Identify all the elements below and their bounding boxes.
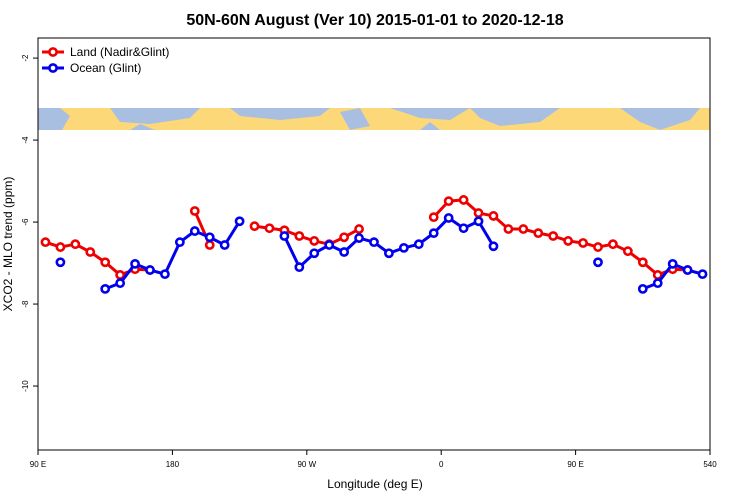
data-point: [309, 236, 320, 246]
data-point: [593, 242, 603, 252]
data-point: [189, 206, 200, 216]
data-point: [354, 224, 364, 234]
series-line: [44, 198, 688, 277]
data-point: [637, 283, 648, 294]
chart-title: 50N-60N August (Ver 10) 2015-01-01 to 20…: [186, 12, 563, 29]
data-point: [354, 233, 364, 243]
x-tick-label: 540: [703, 460, 717, 469]
y-axis-label: XCO2 - MLO trend (ppm): [1, 177, 15, 312]
data-point: [608, 239, 618, 250]
data-point: [339, 232, 350, 243]
data-point: [294, 231, 305, 241]
data-point: [204, 240, 215, 250]
data-point: [473, 216, 484, 227]
data-point: [204, 232, 215, 243]
data-point: [174, 237, 185, 248]
data-point: [85, 247, 96, 257]
data-point: [219, 240, 230, 250]
map-strip: [38, 108, 710, 130]
data-point: [40, 237, 51, 248]
y-tick-label: -6: [21, 218, 30, 226]
data-point: [309, 248, 320, 259]
data-point: [369, 237, 379, 248]
data-point: [443, 196, 454, 207]
data-point: [428, 228, 439, 239]
data-point: [518, 224, 529, 234]
data-point: [145, 265, 155, 275]
data-point: [697, 269, 708, 280]
y-tick-label: -10: [21, 380, 30, 392]
data-point: [443, 213, 454, 223]
x-tick-label: 180: [166, 460, 180, 469]
data-point: [458, 223, 469, 234]
data-point: [339, 247, 350, 257]
data-point: [384, 248, 394, 259]
data-point: [294, 262, 305, 273]
data-point: [637, 257, 648, 268]
data-point: [428, 212, 439, 223]
data-point: [234, 216, 245, 227]
legend-marker: [48, 63, 58, 73]
data-point: [413, 239, 424, 250]
data-point: [652, 278, 663, 289]
data-point: [488, 241, 499, 252]
x-axis-label: Longitude (deg E): [327, 477, 422, 491]
legend-label: Land (Nadir&Glint): [70, 45, 169, 59]
data-point: [503, 224, 514, 234]
plot-frame: [37, 37, 711, 451]
legend-label: Ocean (Glint): [70, 61, 141, 75]
data-point: [682, 265, 693, 275]
data-point: [593, 257, 603, 268]
data-point: [548, 231, 559, 241]
data-point: [563, 236, 574, 246]
y-tick-label: -8: [21, 300, 30, 308]
data-point: [70, 239, 81, 250]
data-point: [622, 246, 633, 257]
data-point: [189, 226, 200, 236]
data-point: [398, 242, 409, 253]
x-tick-label: 90 E: [30, 460, 46, 469]
data-point: [249, 221, 260, 232]
data-point: [324, 240, 335, 250]
data-point: [100, 257, 111, 268]
data-point: [160, 269, 170, 280]
data-point: [100, 283, 111, 294]
data-point: [130, 258, 140, 269]
data-point: [55, 257, 66, 268]
data-point: [578, 238, 588, 248]
y-tick-label: -4: [21, 136, 30, 144]
data-point: [458, 195, 469, 205]
x-tick-label: 0: [439, 460, 444, 469]
data-point: [55, 242, 66, 252]
data-point: [264, 223, 275, 234]
data-point: [279, 231, 290, 241]
data-point: [488, 211, 499, 221]
y-tick-label: -2: [21, 54, 30, 62]
x-tick-label: 90 W: [297, 460, 316, 469]
data-point: [667, 258, 678, 269]
data-point: [115, 278, 126, 289]
data-point: [473, 208, 484, 218]
x-tick-label: 90 E: [567, 460, 583, 469]
legend-marker: [48, 47, 58, 57]
data-point: [533, 228, 544, 239]
